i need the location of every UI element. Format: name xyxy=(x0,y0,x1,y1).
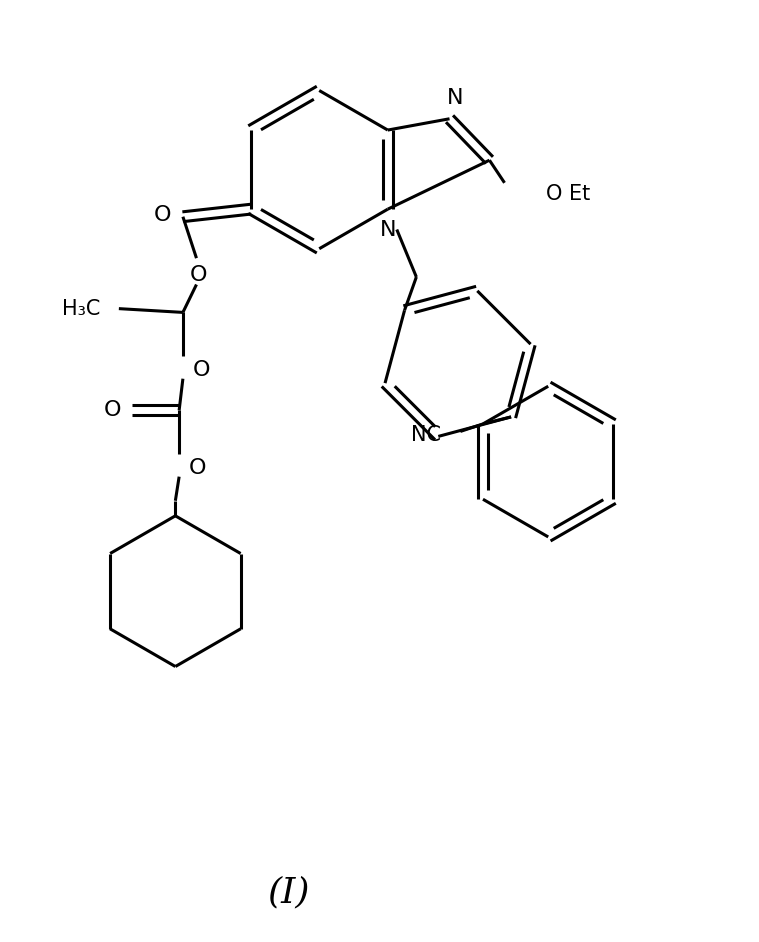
Text: O: O xyxy=(190,265,207,284)
Text: O: O xyxy=(193,360,210,380)
Text: (I): (I) xyxy=(268,876,310,910)
Text: N: N xyxy=(380,219,396,239)
Text: O: O xyxy=(154,205,172,225)
Text: O: O xyxy=(189,458,206,478)
Text: N: N xyxy=(446,89,463,108)
Text: O: O xyxy=(103,400,121,420)
Text: H₃C: H₃C xyxy=(62,299,100,318)
Text: O Et: O Et xyxy=(546,184,591,204)
Text: NC: NC xyxy=(411,425,442,446)
